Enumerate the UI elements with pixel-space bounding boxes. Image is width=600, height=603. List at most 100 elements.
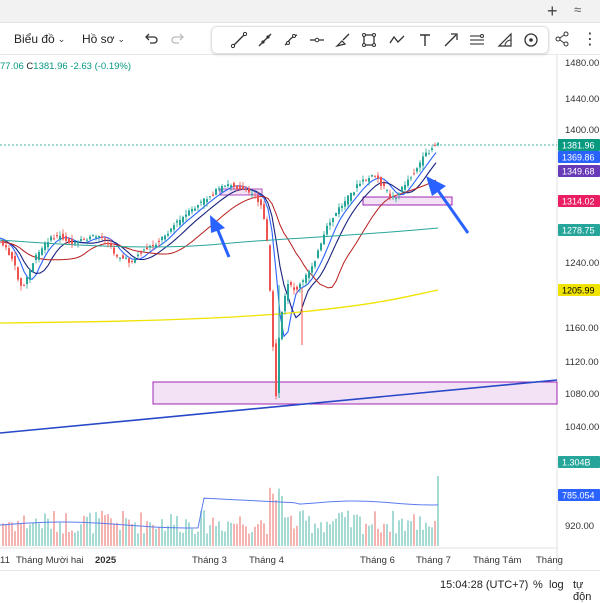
candle-body	[284, 295, 286, 312]
volume-bar	[59, 522, 61, 546]
candle-body	[224, 185, 226, 187]
ray-icon[interactable]	[256, 31, 274, 49]
candle-body	[404, 184, 406, 190]
new-tab-plus-icon[interactable]: +	[547, 1, 558, 21]
log-toggle[interactable]: log	[549, 579, 564, 591]
candle-body	[335, 212, 337, 216]
candle-body	[344, 201, 346, 207]
price-badge	[558, 139, 600, 151]
volume-bar	[407, 520, 409, 546]
volume-bar	[269, 487, 271, 546]
candle-body	[155, 244, 157, 248]
price-badge-label: 1349.68	[562, 167, 595, 177]
volume-bar	[134, 522, 136, 546]
candle-body	[134, 258, 136, 263]
chevron-down-icon: ⌄	[57, 34, 66, 44]
support-zone-rectangle[interactable]	[152, 381, 558, 405]
volume-bar	[341, 512, 343, 546]
candle-body	[263, 204, 265, 220]
volume-bar	[38, 523, 40, 546]
volume-bar	[227, 521, 229, 546]
candle-body	[437, 143, 439, 146]
long-trend-line[interactable]	[0, 379, 558, 434]
candle-body	[5, 245, 7, 248]
ma-long-line	[0, 289, 439, 324]
volume-bar	[335, 518, 337, 546]
volume-bar	[401, 518, 403, 546]
candle-body	[386, 190, 388, 192]
candle-body	[89, 236, 91, 240]
volume-bar	[5, 524, 7, 546]
candle-body	[266, 219, 268, 241]
redo-icon[interactable]	[171, 31, 185, 51]
more-options-icon[interactable]: ⋮	[582, 31, 598, 48]
candle-body	[341, 205, 343, 208]
candle-body	[188, 210, 190, 216]
volume-bar	[425, 522, 427, 546]
volume-bar	[209, 525, 211, 546]
volume-bar	[164, 530, 166, 546]
fib-retracement-icon[interactable]	[468, 31, 486, 49]
percent-toggle[interactable]: %	[533, 579, 543, 591]
chart-type-button[interactable]: Biểu đồ ⌄	[14, 29, 65, 49]
volume-bar	[428, 526, 430, 546]
candle-body	[239, 185, 241, 190]
volume-bar	[260, 520, 262, 546]
volume-bar	[113, 523, 115, 546]
volume-bar	[356, 514, 358, 546]
path-icon[interactable]	[388, 31, 406, 49]
account-icon[interactable]: ≈	[574, 2, 582, 17]
volume-bar	[167, 525, 169, 546]
price-axis-badges: 1381.96 1369.86 1349.68 1314.02 1278.75 1205.…	[558, 139, 600, 501]
candle-body	[428, 153, 430, 155]
candle-body	[14, 256, 16, 266]
price-tick-label: 1440.00	[565, 94, 599, 105]
volume-bar	[146, 521, 148, 546]
volume-bar	[137, 533, 139, 546]
volume-bar	[245, 526, 247, 546]
volume-bar	[332, 521, 334, 546]
clock-readout[interactable]: 15:04:28 (UTC+7)	[440, 579, 529, 591]
time-axis-labels: 11 Tháng Mười hai 2025 Tháng 3 Tháng 4 Tháng …	[0, 555, 563, 566]
annotation-arrow-left[interactable]	[210, 215, 231, 258]
volume-bar	[380, 532, 382, 546]
volume-bar	[419, 516, 421, 546]
volume-bar	[98, 518, 100, 546]
volume-bar	[410, 521, 412, 546]
candle-body	[107, 242, 109, 245]
arrow-icon[interactable]	[442, 31, 460, 49]
extended-line-icon[interactable]	[282, 31, 300, 49]
undo-icon[interactable]	[144, 31, 158, 51]
profile-button[interactable]: Hồ sơ ⌄	[82, 29, 125, 49]
candle-body	[281, 311, 283, 340]
horizontal-line-icon[interactable]	[308, 31, 326, 49]
candle-body	[71, 238, 73, 244]
candle-body	[290, 282, 292, 286]
volume-bar	[281, 495, 283, 546]
share-icon[interactable]	[554, 31, 570, 47]
trend-line-icon[interactable]	[230, 31, 248, 49]
time-axis-label: Tháng 7	[416, 555, 451, 566]
arc-icon[interactable]	[496, 31, 514, 49]
time-axis-label: Tháng Tám	[473, 555, 521, 566]
candle-body	[68, 238, 70, 244]
price-badge-label: 785.054	[562, 491, 595, 501]
resistance-zone-rectangle[interactable]	[362, 196, 453, 206]
volume-bar	[296, 525, 298, 546]
circle-icon[interactable]	[522, 31, 540, 49]
brush-icon[interactable]	[334, 31, 352, 49]
volume-bar	[239, 516, 241, 546]
volume-bar	[206, 533, 208, 546]
rectangle-icon[interactable]	[360, 31, 378, 49]
volume-bar	[128, 519, 130, 546]
volume-bar	[431, 527, 433, 546]
volume-bar	[2, 523, 4, 546]
chart-canvas[interactable]: 1480.00 1440.00 1400.00 1240.00 1160.00 1120.…	[0, 55, 600, 600]
candle-body	[320, 243, 322, 251]
text-icon[interactable]	[416, 31, 434, 49]
ma-200-line	[0, 227, 439, 248]
volume-bar	[95, 512, 97, 546]
volume-bar	[32, 523, 34, 546]
annotation-arrow-right[interactable]	[426, 176, 470, 234]
auto-scale-toggle[interactable]: tự độn	[573, 579, 592, 603]
